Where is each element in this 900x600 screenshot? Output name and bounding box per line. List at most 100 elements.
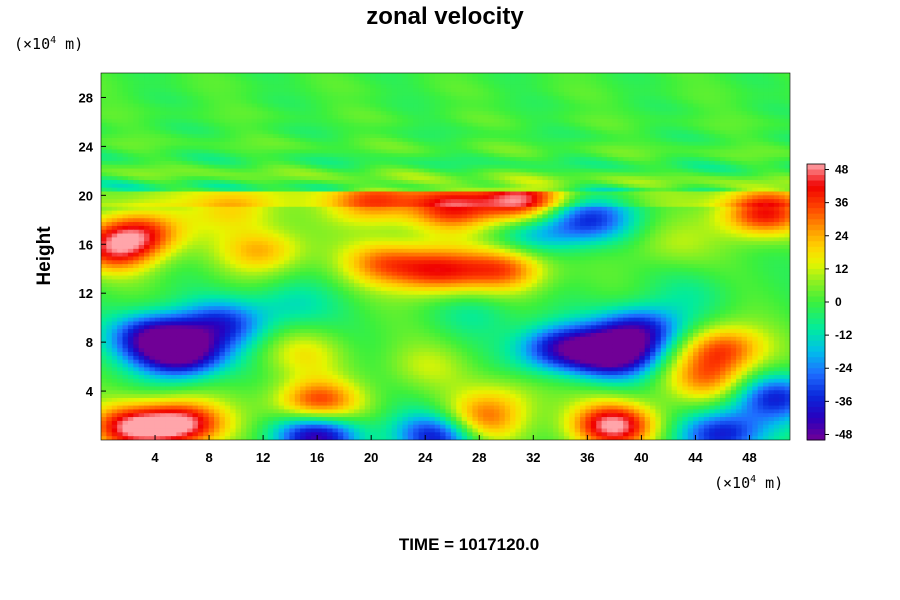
heatmap-cell [660, 73, 667, 78]
heatmap-cell [746, 157, 753, 162]
heatmap-cell [235, 172, 242, 177]
heatmap-cell [450, 137, 457, 143]
heatmap-cell [698, 168, 705, 173]
heatmap-cell [563, 149, 570, 154]
heatmap-cell [122, 164, 129, 170]
heatmap-cell [488, 111, 495, 116]
heatmap-cell [154, 80, 161, 86]
heatmap-cell [310, 218, 317, 223]
heatmap-cell [224, 218, 231, 223]
heatmap-cell [773, 160, 780, 166]
heatmap-cell [499, 168, 506, 173]
heatmap-cell [773, 95, 780, 101]
heatmap-cell [660, 76, 667, 82]
heatmap-cell [493, 103, 500, 108]
heatmap-cell [768, 195, 775, 200]
heatmap-cell [327, 103, 334, 108]
heatmap-cell [601, 141, 608, 147]
heatmap-cell [154, 111, 161, 116]
heatmap-cell [353, 160, 360, 166]
heatmap-cell [235, 118, 242, 124]
heatmap-cell [364, 168, 371, 173]
heatmap-cell [553, 80, 560, 86]
heatmap-cell [590, 180, 597, 185]
heatmap-cell [284, 157, 290, 162]
heatmap-cell [138, 111, 145, 116]
heatmap-cell [537, 164, 543, 170]
heatmap-cell [397, 218, 404, 223]
heatmap-cell [628, 168, 635, 173]
heatmap-cell [558, 199, 565, 204]
heatmap-cell [784, 183, 790, 189]
heatmap-cell [542, 164, 549, 170]
heatmap-cell [553, 218, 560, 223]
heatmap-cell [149, 115, 156, 120]
heatmap-cell [639, 187, 646, 193]
heatmap-cell [763, 202, 770, 208]
heatmap-cell [364, 210, 371, 216]
heatmap-cell [440, 149, 447, 154]
heatmap-cell [698, 199, 705, 204]
heatmap-cell [585, 176, 592, 181]
heatmap-cell [655, 218, 662, 223]
heatmap-cell [569, 80, 576, 86]
heatmap-cell [757, 183, 764, 189]
heatmap-cell [359, 176, 366, 181]
heatmap-cell [127, 118, 134, 124]
heatmap-cell [477, 130, 484, 135]
heatmap-cell [203, 92, 210, 97]
heatmap-cell [251, 164, 258, 170]
heatmap-cell [246, 115, 253, 120]
heatmap-cell [752, 80, 759, 86]
heatmap-cell [176, 84, 183, 89]
heatmap-cell [257, 126, 264, 131]
heatmap-cell [122, 183, 129, 189]
heatmap-cell [483, 164, 490, 170]
heatmap-cell [456, 145, 463, 151]
heatmap-cell [633, 183, 640, 189]
heatmap-cell [671, 187, 678, 193]
heatmap-cell [467, 191, 474, 196]
heatmap-cell [450, 202, 457, 208]
heatmap-cell [623, 183, 630, 189]
heatmap-cell [380, 149, 387, 154]
heatmap-cell [160, 84, 167, 89]
heatmap-cell [133, 137, 140, 143]
heatmap-cell [380, 107, 387, 112]
heatmap-cell [477, 111, 484, 116]
heatmap-cell [644, 80, 651, 86]
heatmap-cell [682, 187, 689, 193]
heatmap-cell [127, 183, 134, 189]
heatmap-cell [370, 107, 377, 112]
heatmap-cell [418, 172, 425, 177]
heatmap-cell [542, 76, 549, 82]
heatmap-cell [757, 210, 764, 216]
heatmap-cell [773, 99, 780, 105]
heatmap-cell [176, 111, 183, 116]
heatmap-cell [407, 176, 414, 181]
heatmap-cell [386, 76, 393, 82]
heatmap-cell [493, 153, 500, 158]
heatmap-cell [197, 187, 204, 193]
heatmap-cell [219, 164, 226, 170]
heatmap-cell [671, 172, 678, 177]
heatmap-cell [725, 134, 732, 139]
heatmap-cell [617, 164, 624, 170]
heatmap-cell [515, 137, 522, 143]
heatmap-cell [644, 195, 651, 200]
heatmap-cell [531, 107, 538, 112]
heatmap-cell [709, 214, 716, 219]
heatmap-cell [488, 107, 495, 112]
heatmap-cell [267, 103, 274, 108]
heatmap-cell [149, 164, 156, 170]
heatmap-cell [650, 118, 657, 124]
heatmap-cell [547, 99, 554, 105]
heatmap-cell [181, 95, 188, 101]
heatmap-cell [246, 111, 253, 116]
heatmap-cell [262, 95, 269, 101]
heatmap-cell [197, 76, 204, 82]
heatmap-cell [472, 206, 479, 212]
heatmap-cell [515, 99, 522, 105]
heatmap-cell [386, 73, 393, 78]
heatmap-cell [176, 92, 183, 97]
